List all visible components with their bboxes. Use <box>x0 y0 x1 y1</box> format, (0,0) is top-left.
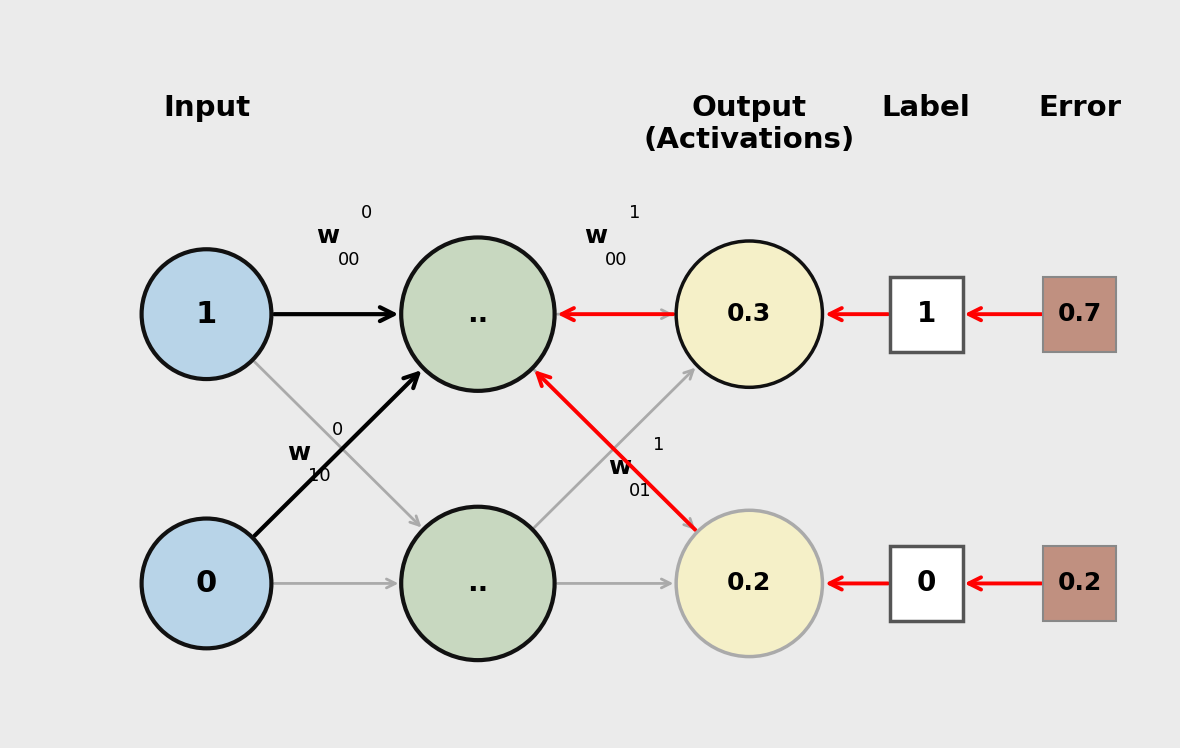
Text: 0: 0 <box>917 569 936 598</box>
Text: 0: 0 <box>332 421 343 439</box>
FancyArrowPatch shape <box>969 308 1042 320</box>
FancyBboxPatch shape <box>890 546 963 621</box>
Text: ..: .. <box>467 300 489 328</box>
Text: 0: 0 <box>361 204 373 222</box>
Text: 00: 00 <box>337 251 360 269</box>
Text: w: w <box>316 224 340 248</box>
Text: 01: 01 <box>629 482 651 500</box>
Text: 0: 0 <box>196 569 217 598</box>
Text: w: w <box>287 441 310 465</box>
Text: 1: 1 <box>629 204 641 222</box>
Text: w: w <box>608 456 631 479</box>
Text: w: w <box>584 224 608 248</box>
FancyArrowPatch shape <box>274 579 395 588</box>
FancyArrowPatch shape <box>557 310 670 319</box>
Text: Error: Error <box>1038 94 1121 121</box>
FancyBboxPatch shape <box>1043 546 1116 621</box>
FancyArrowPatch shape <box>830 308 889 320</box>
Text: ..: .. <box>467 569 489 598</box>
Text: 0.7: 0.7 <box>1057 302 1102 326</box>
Ellipse shape <box>401 237 555 391</box>
Ellipse shape <box>142 249 271 379</box>
FancyArrowPatch shape <box>535 370 693 527</box>
FancyArrowPatch shape <box>535 370 693 528</box>
Text: Input: Input <box>163 94 250 121</box>
Ellipse shape <box>142 518 271 649</box>
FancyArrowPatch shape <box>562 308 674 320</box>
Text: 10: 10 <box>308 468 330 485</box>
FancyArrowPatch shape <box>830 577 889 589</box>
Text: 1: 1 <box>196 300 217 328</box>
FancyArrowPatch shape <box>255 362 419 525</box>
FancyArrowPatch shape <box>255 373 418 536</box>
Text: 1: 1 <box>917 300 936 328</box>
Text: 00: 00 <box>605 251 628 269</box>
FancyBboxPatch shape <box>1043 277 1116 352</box>
FancyBboxPatch shape <box>890 277 963 352</box>
FancyArrowPatch shape <box>969 577 1042 589</box>
Ellipse shape <box>401 506 555 660</box>
FancyArrowPatch shape <box>557 579 670 588</box>
Text: 0.3: 0.3 <box>727 302 772 326</box>
FancyArrowPatch shape <box>537 373 695 530</box>
Text: Label: Label <box>881 94 971 121</box>
FancyArrowPatch shape <box>274 307 394 321</box>
Text: Output
(Activations): Output (Activations) <box>643 94 856 154</box>
Text: 1: 1 <box>653 436 664 454</box>
Text: 0.2: 0.2 <box>1057 571 1102 595</box>
Ellipse shape <box>676 241 822 387</box>
Ellipse shape <box>676 510 822 657</box>
Text: 0.2: 0.2 <box>727 571 772 595</box>
